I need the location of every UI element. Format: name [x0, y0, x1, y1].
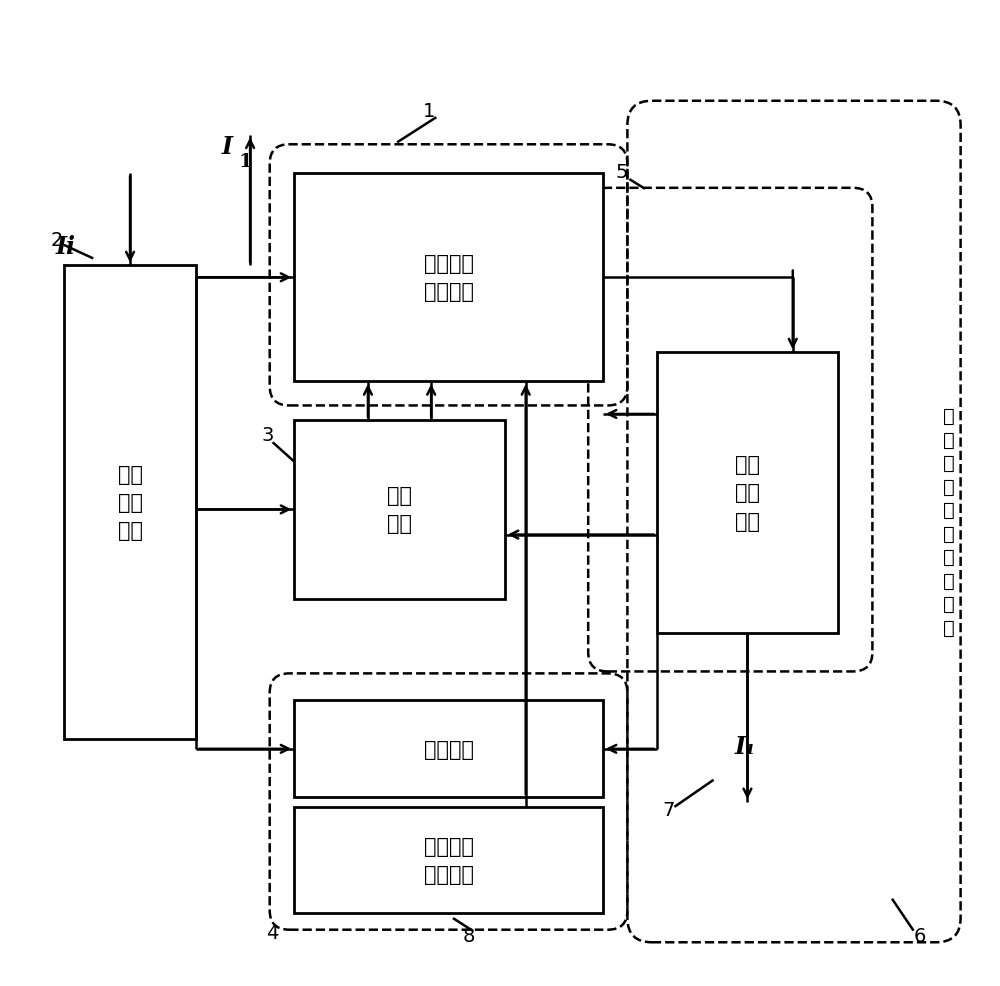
Text: 6: 6 — [913, 926, 926, 945]
Text: 3: 3 — [262, 426, 274, 445]
Text: 7: 7 — [662, 801, 675, 819]
FancyBboxPatch shape — [294, 807, 603, 913]
FancyBboxPatch shape — [294, 421, 505, 599]
Text: 5: 5 — [615, 163, 628, 181]
Text: 4: 4 — [266, 923, 279, 943]
FancyBboxPatch shape — [294, 701, 603, 798]
Text: I₁: I₁ — [734, 735, 756, 758]
FancyBboxPatch shape — [64, 266, 196, 740]
Text: Ii: Ii — [56, 235, 76, 258]
Text: 保护电路
控制模块: 保护电路 控制模块 — [424, 836, 474, 884]
Text: 1: 1 — [423, 102, 436, 121]
FancyBboxPatch shape — [657, 353, 838, 633]
Text: 恒压
供电
模块: 恒压 供电 模块 — [118, 464, 143, 540]
Text: 1: 1 — [238, 153, 252, 171]
Text: 整流
滤波
电路: 整流 滤波 电路 — [735, 455, 760, 531]
Text: 8: 8 — [462, 926, 475, 945]
Text: I: I — [222, 135, 233, 159]
Text: 2: 2 — [51, 231, 63, 249]
FancyBboxPatch shape — [294, 175, 603, 382]
Text: 启动电路: 启动电路 — [424, 740, 474, 759]
Text: 驱动
模块: 驱动 模块 — [387, 486, 412, 533]
Text: 高频恒流
变换电路: 高频恒流 变换电路 — [424, 254, 474, 302]
Text: 高
频
开
关
恒
流
变
换
模
块: 高 频 开 关 恒 流 变 换 模 块 — [943, 407, 955, 637]
